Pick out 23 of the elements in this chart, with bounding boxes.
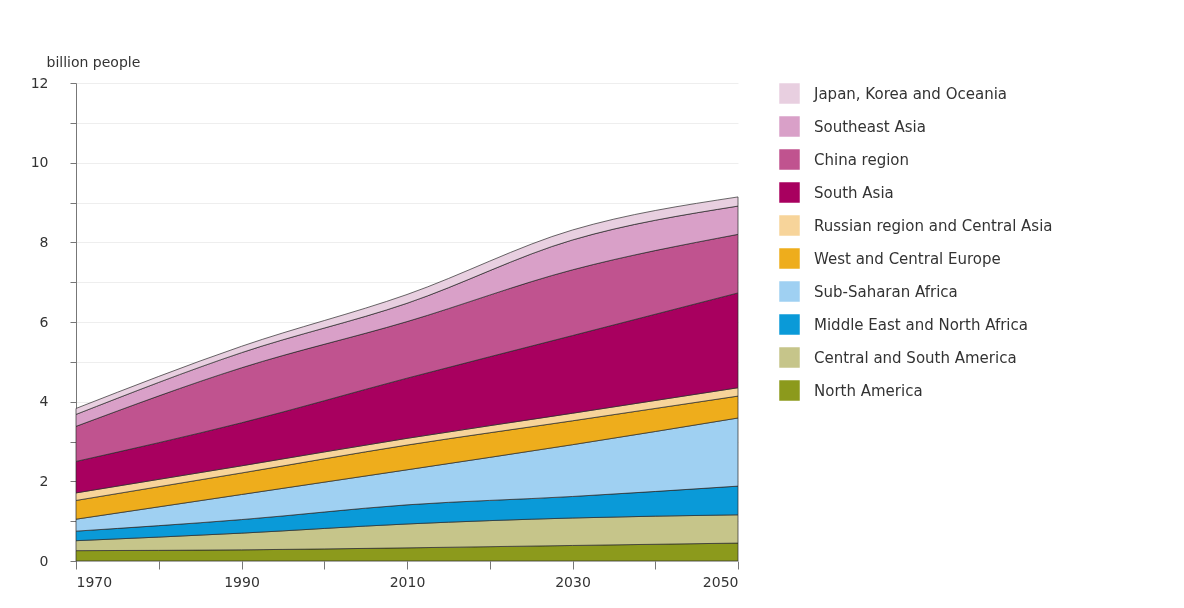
x-tick-label: 1990 [224,573,260,590]
legend-label: Russian region and Central Asia [814,216,1053,235]
legend-label: Japan, Korea and Oceania [813,84,1007,103]
legend-label: China region [814,150,910,169]
x-tick-label: 2030 [555,573,591,590]
legend-label: Southeast Asia [814,117,926,136]
legend-label: Central and South America [814,348,1017,367]
y-tick-label: 10 [30,154,49,171]
x-tick-label: 2050 [702,573,739,590]
y-tick-label: 8 [39,233,49,250]
y-tick-label: 0 [39,552,49,569]
y-tick-label: 4 [39,393,49,410]
legend-label: West and Central Europe [814,249,1001,268]
x-tick-label: 2010 [389,573,426,590]
legend-label: Sub-Saharan Africa [814,282,958,301]
y-tick-label: 6 [39,313,49,330]
legend-label: North America [814,381,923,400]
x-tick-label: 1970 [76,573,113,590]
y-tick-label: 2 [39,472,49,489]
y-tick-label: 12 [30,74,49,91]
y-axis-title: billion people [46,53,141,70]
legend-label: Middle East and North Africa [814,315,1028,334]
legend-label: South Asia [814,183,894,202]
